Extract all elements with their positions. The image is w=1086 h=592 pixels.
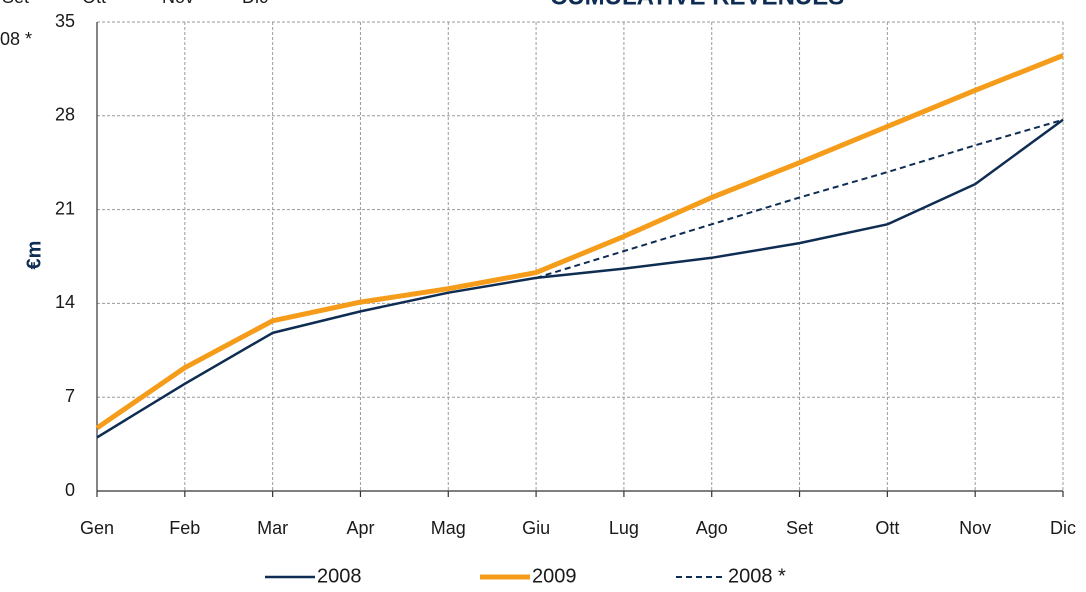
legend-label: 2008	[317, 565, 362, 587]
y-tick-label: 21	[55, 198, 75, 218]
y-tick-label: 28	[55, 105, 75, 125]
y-tick-label: 0	[65, 480, 75, 500]
x-tick-label: Gen	[80, 518, 114, 538]
clipped-label: Set	[2, 0, 29, 7]
legend-label: 2008 *	[728, 565, 786, 587]
chart-title: CUMULATIVE REVENUES	[550, 0, 844, 10]
y-tick-label: 14	[55, 292, 75, 312]
x-tick-label: Ago	[696, 518, 728, 538]
x-tick-label: Apr	[346, 518, 374, 538]
x-tick-label: Dic	[1050, 518, 1076, 538]
y-tick-label: 35	[55, 11, 75, 31]
series-line	[96, 118, 1064, 439]
x-tick-label: Feb	[169, 518, 200, 538]
x-tick-label: Mag	[431, 518, 466, 538]
clipped-legend: 08 *	[0, 29, 32, 49]
x-tick-label: Ott	[875, 518, 899, 538]
y-axis-label: €m	[23, 241, 45, 270]
x-tick-label: Mar	[257, 518, 288, 538]
x-tick-label: Nov	[959, 518, 991, 538]
series-line	[95, 53, 1064, 431]
legend-label: 2009	[532, 565, 577, 587]
x-tick-label: Set	[786, 518, 813, 538]
y-tick-label: 7	[65, 386, 75, 406]
clipped-label: Ott	[82, 0, 106, 7]
series-line	[535, 118, 1064, 279]
x-tick-label: Lug	[609, 518, 639, 538]
x-tick-label: Giu	[522, 518, 550, 538]
clipped-label: Nov	[162, 0, 194, 7]
clipped-label: Dic	[242, 0, 268, 7]
